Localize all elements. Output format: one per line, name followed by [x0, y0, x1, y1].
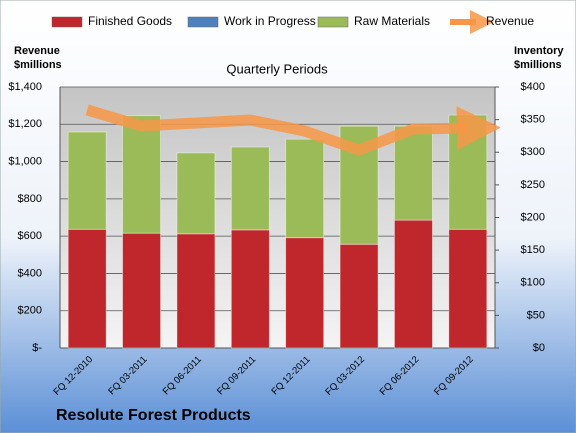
bar-segment	[176, 233, 216, 349]
y2-tick-label: $200	[521, 211, 545, 223]
bar-segment	[67, 131, 107, 230]
legend-swatch	[51, 16, 83, 28]
bar-segment	[394, 219, 433, 349]
y2-tick-label: $50	[527, 309, 545, 321]
bar-segment	[230, 146, 270, 231]
line	[85, 104, 501, 156]
bar-segment	[448, 228, 488, 349]
y-tick-label: $1,400	[8, 81, 42, 93]
legend-swatch	[187, 16, 219, 28]
y-tick-label: $600	[18, 230, 42, 242]
legend-label: Revenue	[486, 14, 534, 28]
y2-tick-label: $250	[521, 179, 545, 191]
bar-segment	[285, 237, 325, 349]
y2-tick-label: $350	[521, 114, 545, 126]
y2-tick-label: $300	[521, 146, 545, 158]
bar-segment	[394, 125, 433, 221]
x-axis-title: Quarterly Periods	[226, 61, 328, 76]
y2-tick-label: $400	[521, 81, 545, 93]
legend: Finished Goods Work in Progress Raw Materi…	[51, 10, 534, 34]
legend-label: Finished Goods	[88, 14, 172, 28]
legend-label: Work in Progress	[224, 14, 316, 28]
bar-segment	[176, 152, 216, 235]
y2-tick-label: $0	[533, 342, 545, 354]
y-axis-title: Revenue $millions	[14, 45, 62, 71]
y2-tick-label: $150	[521, 244, 545, 256]
bar-segment	[230, 229, 270, 349]
bar-segment	[122, 115, 161, 234]
lines	[85, 104, 501, 156]
chart-title: Resolute Forest Products	[56, 407, 251, 424]
bars	[67, 114, 488, 349]
y-tick-label: $1,000	[8, 155, 42, 167]
bar-segment	[339, 243, 379, 349]
legend-label: Raw Materials	[354, 14, 430, 28]
bar-segment	[67, 228, 107, 349]
y-tick-label: $-	[32, 342, 42, 354]
y-tick-label: $1,200	[8, 118, 42, 130]
y-tick-label: $200	[18, 305, 42, 317]
y2-tick-label: $100	[521, 277, 545, 289]
y-tick-label: $400	[18, 267, 42, 279]
y-tick-label: $800	[18, 193, 42, 205]
bar-segment	[285, 138, 325, 239]
y2-axis-title: Inventory $millions	[514, 45, 564, 71]
legend-swatch	[317, 16, 349, 28]
bar-segment	[122, 232, 161, 349]
